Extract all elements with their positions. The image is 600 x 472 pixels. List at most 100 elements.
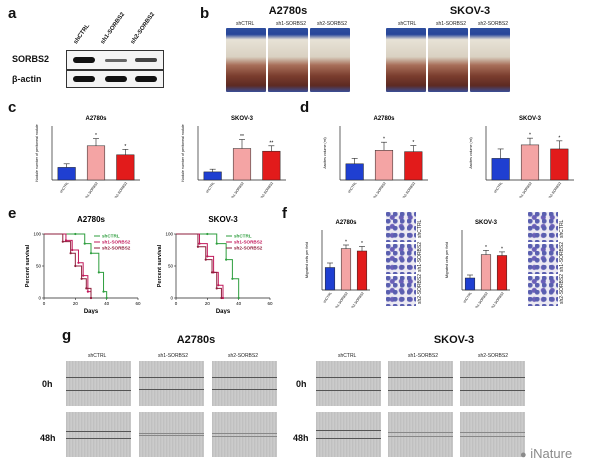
chart-d-skov3: SKOV-3 Ascites volume (ml) shCTRL * sh1-SORB… xyxy=(469,116,574,198)
d-a2780s-title: A2780s xyxy=(373,116,395,122)
d-a2780s-xlabel-0: shCTRL xyxy=(347,181,357,194)
panel-label-b: b xyxy=(200,5,210,22)
d-skov3-xlabel-2: sh2-SORBS2 xyxy=(547,181,562,198)
e-skov3-point-0-5 xyxy=(237,296,240,300)
d-skov3-star-2: * xyxy=(558,135,560,141)
g-row-0h-left: 0h xyxy=(42,379,53,389)
wound-s-ctrl-0h xyxy=(316,361,381,406)
e-skov3-title: SKOV-3 xyxy=(208,215,238,224)
wechat-icon: ● xyxy=(520,449,527,461)
panel-label-g: g xyxy=(62,327,72,344)
e-a2780s-point-0-5 xyxy=(102,290,105,293)
f-skov3-bar-2 xyxy=(496,255,508,291)
d-skov3-xlabel-1: sh1-SORBS2 xyxy=(518,181,533,198)
wound-a-sh1-0h xyxy=(139,361,204,406)
e-a2780s-point-2-4 xyxy=(80,277,83,280)
e-a2780s-xlabel: Days xyxy=(84,309,99,314)
c-skov3-bar-1 xyxy=(232,148,252,181)
c-skov3-star-2: ** xyxy=(269,140,273,146)
c-a2780s-bar-1 xyxy=(86,145,106,181)
e-skov3-line-0 xyxy=(176,233,240,298)
mouse-photo-s-sh1 xyxy=(428,28,468,92)
c-a2780s-xlabel-1: sh1-SORBS2 xyxy=(84,181,99,198)
wound-a-sh2-48h xyxy=(212,412,277,457)
c-skov3-xlabel-0: shCTRL xyxy=(205,181,215,194)
e-skov3-ytick-label-2: 0 xyxy=(170,296,173,301)
e-a2780s-point-1-1 xyxy=(64,239,68,242)
mouse-photo-a-sh2 xyxy=(310,28,350,92)
blot-lane-label-2: sh1-SORBS2 xyxy=(100,11,127,46)
e-skov3-xtick-label-3: 60 xyxy=(267,301,273,306)
e-skov3-legend-2: sh2-SORBS2 xyxy=(234,246,263,251)
e-a2780s-point-2-6 xyxy=(89,296,93,300)
c-a2780s-xlabel-0: shCTRL xyxy=(59,181,69,194)
panel-label-d: d xyxy=(300,99,310,116)
migr-label-a-sh2: sh2-SORBS2 xyxy=(417,273,423,304)
b-label-s-sh2: sh2-SORBS2 xyxy=(478,21,509,27)
migration-image-a-sh1 xyxy=(386,244,416,274)
e-a2780s-xtick-label-0: 0 xyxy=(43,301,46,306)
e-skov3-point-2-3 xyxy=(210,271,214,274)
panel-label-a: a xyxy=(8,5,17,22)
g-label-a-ctrl: shCTRL xyxy=(88,353,107,359)
e-skov3-point-0-4 xyxy=(231,277,234,280)
e-a2780s-point-0-3 xyxy=(89,252,93,255)
e-a2780s-ylabel: Percent survival xyxy=(25,244,31,287)
e-a2780s-point-2-3 xyxy=(74,264,77,268)
d-a2780s-bar-2 xyxy=(404,151,423,181)
d-skov3-ylabel: Ascites volume (ml) xyxy=(469,137,473,168)
c-skov3-bar-0 xyxy=(203,171,222,181)
migr-label-a-ctrl: shCTRL xyxy=(417,219,423,238)
e-skov3-point-2-4 xyxy=(215,287,218,290)
e-skov3-point-2-1 xyxy=(196,245,200,248)
mouse-photo-a-sh1 xyxy=(268,28,308,92)
d-skov3-star-1: * xyxy=(529,133,531,139)
f-skov3-xlabel-0: shCTRL xyxy=(462,291,472,304)
e-a2780s-ytick-label-0: 100 xyxy=(33,232,41,237)
b-label-a-sh2: sh2-SORBS2 xyxy=(317,21,348,27)
wound-s-sh1-48h xyxy=(388,412,453,457)
migration-image-s-ctrl xyxy=(528,212,558,242)
b-label-s-ctrl: shCTRL xyxy=(398,21,417,27)
chart-e-skov3: SKOV-3 100 50 00 20 40 60 Days Percent survival s… xyxy=(157,215,273,314)
chart-d-a2780s: A2780s Ascites volume (ml) shCTRL * sh1-SORB… xyxy=(323,116,428,198)
blot-lane-label-3: sh2-SORBS2 xyxy=(130,11,157,46)
c-a2780s-xlabel-2: sh2-SORBS2 xyxy=(113,181,128,198)
e-a2780s-ytick-label-2: 0 xyxy=(38,296,41,301)
d-a2780s-bar-0 xyxy=(345,163,364,181)
chart-f-skov3: SKOV-3 Migrated cells per field shCTRL * sh1… xyxy=(445,220,510,308)
d-skov3-bar-1 xyxy=(520,144,540,181)
c-skov3-xlabel-2: sh2-SORBS2 xyxy=(259,181,274,198)
e-a2780s-point-0-1 xyxy=(74,232,77,236)
f-skov3-bar-1 xyxy=(480,254,492,291)
d-a2780s-bar-1 xyxy=(374,150,394,181)
d-a2780s-star-1: * xyxy=(383,137,385,143)
f-skov3-xlabel-2: sh2-SORBS2 xyxy=(490,291,505,308)
c-skov3-xlabel-1: sh1-SORBS2 xyxy=(230,181,245,198)
e-skov3-point-0-2 xyxy=(215,242,218,245)
chart-c-a2780s: A2780s Nodule number of peritoneal nodule… xyxy=(35,116,140,198)
wound-a-ctrl-0h xyxy=(66,361,131,406)
e-a2780s-legend-0: shCTRL xyxy=(102,234,120,239)
migration-image-a-ctrl xyxy=(386,212,416,242)
f-skov3-bar-0 xyxy=(464,277,476,291)
e-a2780s-point-0-2 xyxy=(83,242,86,245)
wound-s-sh1-0h xyxy=(388,361,453,406)
e-skov3-ylabel: Percent survival xyxy=(157,244,163,287)
c-skov3-title: SKOV-3 xyxy=(231,116,254,122)
b-title-skov3: SKOV-3 xyxy=(449,5,491,17)
f-a2780s-bar-0 xyxy=(324,267,336,291)
f-a2780s-bar-1 xyxy=(340,248,352,291)
wound-s-ctrl-48h xyxy=(316,412,381,457)
f-a2780s-star-1: * xyxy=(345,240,347,246)
e-skov3-xtick-label-2: 40 xyxy=(236,301,242,306)
e-skov3-line-1 xyxy=(176,233,224,298)
migr-label-s-ctrl: shCTRL xyxy=(559,219,565,238)
c-a2780s-star-1: * xyxy=(95,133,97,139)
mouse-photo-a-ctrl xyxy=(226,28,266,92)
c-a2780s-star-2: * xyxy=(124,144,126,150)
e-skov3-xlabel: Days xyxy=(216,309,231,314)
f-skov3-ylabel: Migrated cells per field xyxy=(445,242,449,278)
panel-label-e: e xyxy=(8,205,17,222)
blot-actin xyxy=(66,70,164,88)
